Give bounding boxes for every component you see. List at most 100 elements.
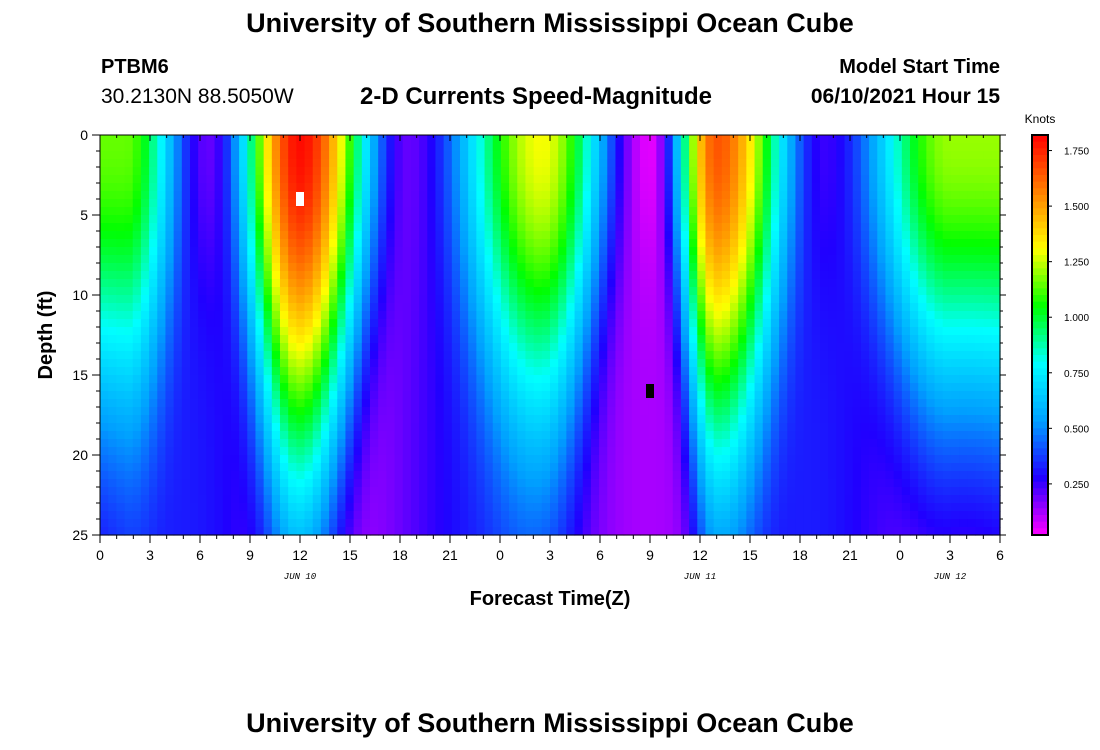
heatmap-cell [705,447,715,456]
heatmap-cell [574,223,584,232]
heatmap-cell [991,223,1001,232]
heatmap-cell [476,231,486,240]
heatmap-cell [132,431,142,440]
heatmap-cell [558,399,567,408]
heatmap-cell [443,383,453,392]
heatmap-cell [214,415,224,424]
heatmap-cell [770,207,780,216]
heatmap-cell [558,311,567,320]
heatmap-cell [132,239,142,248]
heatmap-cell [885,159,895,168]
heatmap-cell [468,303,477,312]
heatmap-cell [206,295,216,304]
heatmap-cell [435,399,445,408]
heatmap-cell [787,471,797,480]
heatmap-cell [680,447,690,456]
heatmap-cell [582,247,592,256]
heatmap-cell [271,287,281,296]
heatmap-cell [419,231,428,240]
heatmap-cell [656,335,666,344]
heatmap-cell [484,463,494,472]
heatmap-cell [869,415,878,424]
heatmap-cell [721,327,731,336]
heatmap-cell [705,487,715,496]
heatmap-cell [517,135,527,144]
heatmap-cell [713,191,723,200]
heatmap-cell [877,287,887,296]
heatmap-cell [304,287,314,296]
heatmap-cell [770,231,780,240]
heatmap-cell [198,239,207,248]
heatmap-cell [558,319,567,328]
heatmap-cell [476,383,486,392]
heatmap-cell [950,327,960,336]
heatmap-cell [353,319,363,328]
heatmap-cell [877,343,887,352]
heatmap-cell [190,463,199,472]
heatmap-cell [509,335,518,344]
heatmap-cell [582,319,592,328]
heatmap-cell [901,303,911,312]
heatmap-cell [844,351,854,360]
heatmap-cell [181,423,191,432]
heatmap-cell [656,471,666,480]
heatmap-cell [108,287,117,296]
heatmap-cell [893,463,903,472]
heatmap-cell [288,223,297,232]
heatmap-cell [828,279,837,288]
heatmap-cell [590,455,600,464]
heatmap-cell [206,359,216,368]
heatmap-cell [770,431,780,440]
heatmap-cell [934,359,944,368]
heatmap-cell [860,335,870,344]
heatmap-cell [975,191,985,200]
heatmap-cell [541,399,551,408]
heatmap-cell [500,143,510,152]
heatmap-cell [108,207,117,216]
heatmap-cell [590,431,600,440]
heatmap-cell [631,391,641,400]
heatmap-cell [885,223,895,232]
heatmap-cell [353,287,363,296]
heatmap-cell [443,335,453,344]
heatmap-cell [312,399,322,408]
heatmap-cell [869,295,878,304]
heatmap-cell [803,151,813,160]
heatmap-cell [795,271,805,280]
heatmap-cell [378,391,387,400]
heatmap-cell [460,303,469,312]
heatmap-cell [468,175,477,184]
heatmap-cell [525,143,535,152]
heatmap-cell [983,407,993,416]
heatmap-cell [738,431,747,440]
heatmap-cell [271,431,281,440]
heatmap-cell [770,239,780,248]
heatmap-cell [664,167,674,176]
heatmap-cell [255,279,265,288]
heatmap-cell [787,375,797,384]
heatmap-cell [746,431,756,440]
heatmap-cell [353,135,363,144]
heatmap-cell [975,167,985,176]
heatmap-cell [991,487,1001,496]
heatmap-cell [582,471,592,480]
heatmap-cell [705,247,715,256]
heatmap-cell [901,207,911,216]
heatmap-cell [320,223,330,232]
heatmap-cell [410,391,420,400]
heatmap-cell [918,199,927,208]
heatmap-cell [893,471,903,480]
heatmap-cell [721,231,731,240]
heatmap-cell [869,343,878,352]
heatmap-cell [460,263,469,272]
heatmap-cell [550,375,559,384]
heatmap-cell [975,407,985,416]
heatmap-cell [206,327,216,336]
heatmap-cell [492,191,502,200]
heatmap-cell [255,247,265,256]
heatmap-cell [959,455,968,464]
heatmap-cell [779,135,788,144]
heatmap-cell [877,327,887,336]
heatmap-cell [476,215,486,224]
heatmap-cell [746,343,756,352]
